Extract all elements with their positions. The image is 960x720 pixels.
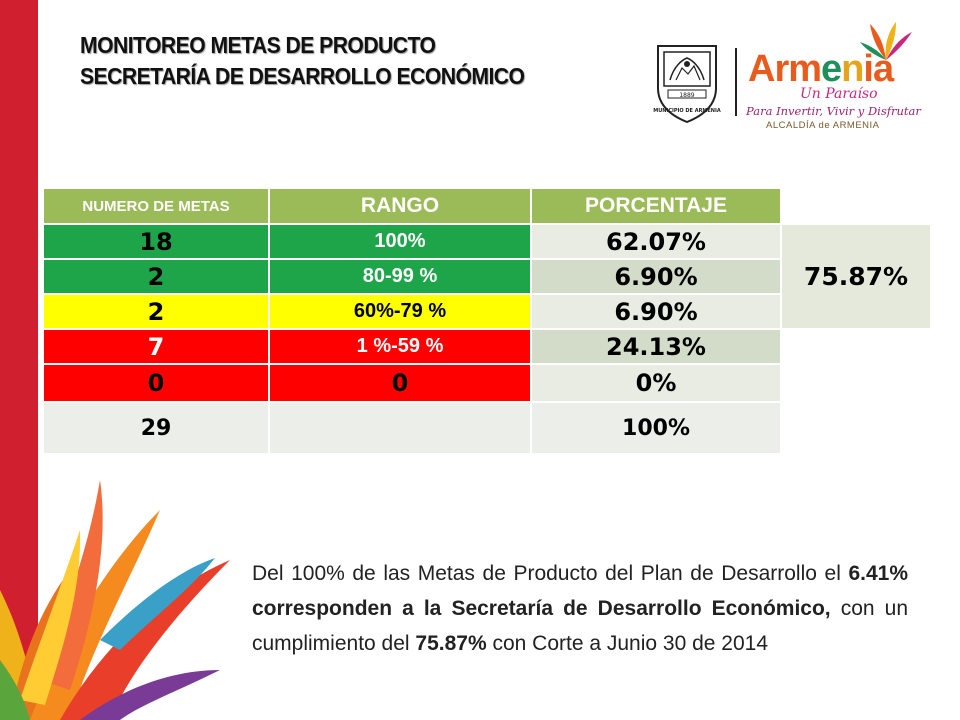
table-row: 2 80-99 % 6.90% bbox=[42, 258, 931, 295]
summary-text-2: con un cumplimiento del bbox=[252, 597, 909, 655]
empty-cell bbox=[781, 329, 931, 364]
header-numero-de-metas: NUMERO DE METAS bbox=[42, 187, 270, 225]
cell-numero: 0 bbox=[42, 363, 270, 403]
table-row: 18 100% 62.07% 75.87% bbox=[42, 223, 932, 330]
cell-numero: 2 bbox=[42, 258, 270, 295]
summary-text-1: Del 100% de las Metas de Producto del Pl… bbox=[252, 562, 849, 585]
brand-wordmark: Armenia bbox=[748, 48, 894, 90]
page-title-line-1: MONITOREO METAS DE PRODUCTO bbox=[80, 32, 436, 58]
table-row: 0 0 0% bbox=[42, 363, 931, 403]
cell-numero: 18 bbox=[42, 223, 270, 260]
logo-divider bbox=[735, 48, 737, 116]
cell-porcentaje: 0% bbox=[530, 363, 782, 403]
brand-slogan: Para Invertir, Vivir y Disfrutar bbox=[746, 104, 921, 118]
cell-rango: 0 bbox=[268, 363, 532, 403]
cell-porcentaje: 24.13% bbox=[530, 328, 782, 365]
summary-bold-1: 6.41% corresponden a la Secretaría de De… bbox=[252, 562, 908, 620]
summary-paragraph: Del 100% de las Metas de Producto del Pl… bbox=[252, 556, 908, 661]
brand-subtitle: Un Paraíso bbox=[800, 86, 878, 102]
bird-of-paradise-decoration bbox=[0, 480, 230, 720]
header-empty bbox=[781, 188, 931, 224]
header-porcentaje: PORCENTAJE bbox=[530, 187, 782, 225]
summary-text-3: con Corte a Junio 30 de 2014 bbox=[486, 632, 769, 655]
table-total-row: 29 100% bbox=[42, 401, 931, 455]
cumplimiento-total-cell: 75.87% bbox=[780, 223, 932, 330]
cell-rango: 1 %-59 % bbox=[268, 328, 532, 365]
seal-caption: MUNICIPIO DE ARMENIA bbox=[653, 108, 721, 114]
cell-total-porcentaje: 100% bbox=[530, 401, 782, 455]
seal-year: 1889 bbox=[679, 92, 694, 99]
cell-total-rango bbox=[268, 401, 532, 455]
left-red-band bbox=[0, 0, 38, 720]
cell-rango: 60%-79 % bbox=[268, 293, 532, 330]
table-header-row: NUMERO DE METAS RANGO PORCENTAJE bbox=[42, 187, 931, 225]
flower-icon bbox=[860, 22, 912, 60]
cell-numero: 2 bbox=[42, 293, 270, 330]
table-row: 7 1 %-59 % 24.13% bbox=[42, 328, 931, 365]
cell-porcentaje: 6.90% bbox=[530, 258, 782, 295]
page-title-line-2: SECRETARÍA DE DESARROLLO ECONÓMICO bbox=[80, 63, 525, 89]
cell-numero: 7 bbox=[42, 328, 270, 365]
brand-alcaldia: ALCALDÍA de ARMENIA bbox=[766, 120, 880, 131]
cell-porcentaje: 6.90% bbox=[530, 293, 782, 330]
metas-table: NUMERO DE METAS RANGO PORCENTAJE 18 100%… bbox=[42, 187, 932, 455]
armenia-brand-logo: Armenia Un Paraíso Para Invertir, Vivir … bbox=[740, 20, 930, 131]
summary-bold-2: 75.87% bbox=[415, 632, 487, 655]
cell-rango: 80-99 % bbox=[268, 258, 532, 295]
empty-cell bbox=[781, 364, 931, 402]
municipal-seal-logo: 1889 MUNICIPIO DE ARMENIA bbox=[653, 45, 721, 124]
cell-rango: 100% bbox=[268, 223, 532, 260]
cell-total-numero: 29 bbox=[42, 401, 270, 455]
empty-cell bbox=[781, 402, 931, 454]
cell-porcentaje: 62.07% bbox=[530, 223, 782, 260]
header-rango: RANGO bbox=[268, 187, 532, 225]
table-row: 2 60%-79 % 6.90% bbox=[42, 293, 931, 330]
